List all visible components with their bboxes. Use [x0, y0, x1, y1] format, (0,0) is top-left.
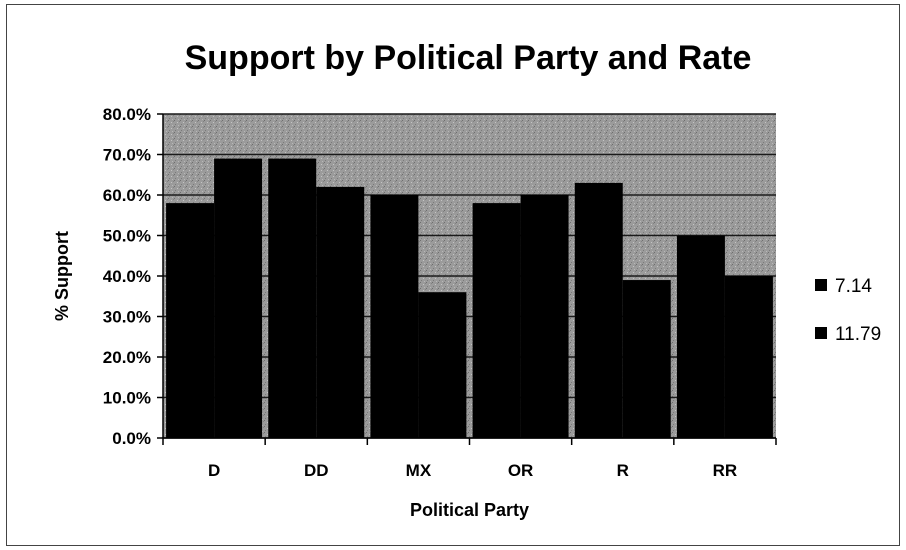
x-tick-label: RR	[713, 461, 738, 480]
y-tick-label: 30.0%	[103, 308, 151, 327]
legend: 7.14 11.79	[815, 276, 881, 345]
y-tick-label: 0.0%	[112, 429, 151, 448]
y-tick-labels: 0.0% 10.0% 20.0% 30.0% 40.0% 50.0% 60.0% 70.0% 8…	[103, 105, 151, 448]
chart-title: Support by Political Party and Rate	[185, 39, 752, 77]
y-tick-label: 50.0%	[103, 227, 151, 246]
bar	[622, 280, 671, 438]
legend-swatch	[815, 279, 827, 291]
x-tick-label: OR	[508, 461, 534, 480]
bar	[418, 292, 467, 438]
x-tick-label: D	[208, 461, 220, 480]
bar	[166, 203, 215, 438]
bar	[574, 182, 623, 438]
bar	[316, 186, 365, 438]
x-tick-label: R	[617, 461, 629, 480]
bar	[370, 195, 419, 438]
bars	[166, 158, 773, 439]
bar	[724, 276, 773, 438]
bar	[214, 158, 263, 439]
bar	[268, 158, 317, 439]
bar	[520, 195, 569, 438]
y-tick-label: 60.0%	[103, 186, 151, 205]
y-tick-label: 40.0%	[103, 267, 151, 286]
bar	[472, 203, 521, 438]
y-tick-label: 80.0%	[103, 105, 151, 124]
y-tick-label: 10.0%	[103, 389, 151, 408]
gridlines	[163, 113, 776, 439]
legend-label: 11.79	[835, 324, 881, 345]
x-tick-label: DD	[304, 461, 329, 480]
legend-swatch	[815, 327, 827, 339]
bar	[676, 235, 725, 438]
y-tick-label: 70.0%	[103, 146, 151, 165]
x-axis-label: Political Party	[410, 500, 529, 520]
y-axis-label: % Support	[52, 231, 72, 321]
y-tick-label: 20.0%	[103, 348, 151, 367]
legend-label: 7.14	[835, 276, 872, 297]
x-tick-labels: D DD MX OR R RR	[208, 461, 737, 480]
axes	[157, 113, 777, 445]
x-tick-label: MX	[406, 461, 432, 480]
